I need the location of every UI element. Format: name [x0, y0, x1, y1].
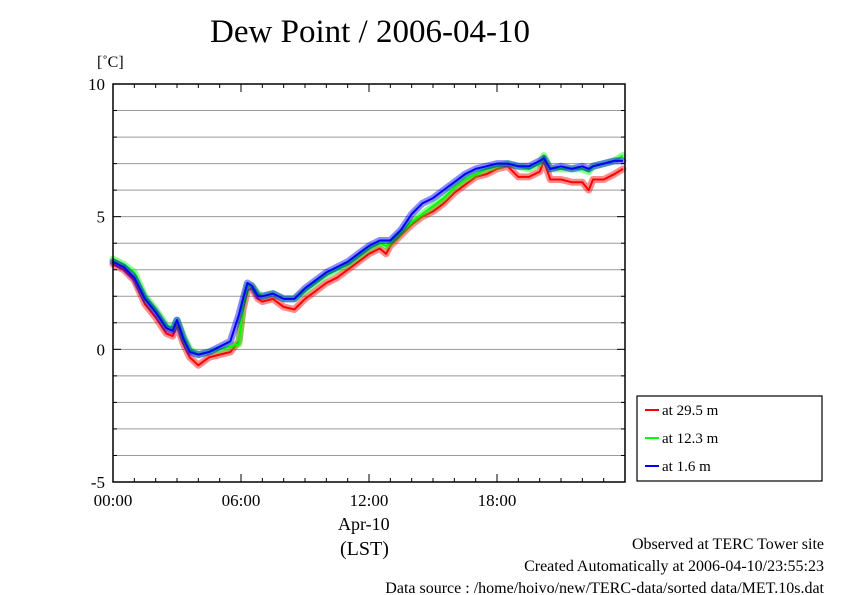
series-line-1: [112, 159, 624, 367]
legend-box: [636, 395, 823, 482]
y-axis-unit-label: [˚C]: [97, 54, 124, 71]
y-tick-label: 5: [97, 208, 106, 227]
plot-frame: [112, 83, 626, 483]
legend-label: at 29.5 m: [662, 403, 719, 419]
series-line-3: [112, 157, 623, 356]
x-tick-label: 06:00: [222, 491, 261, 510]
x-axis-timezone-label: (LST): [340, 538, 389, 560]
observation-site-note: Observed at TERC Tower site: [631, 536, 824, 553]
x-tick-label: 18:00: [478, 491, 517, 510]
x-axis-date-label: Apr-10: [338, 514, 390, 534]
y-tick-label: 10: [88, 75, 105, 94]
legend-label: at 1.6 m: [662, 459, 711, 475]
y-tick-label: -5: [91, 473, 105, 492]
x-tick-label: 12:00: [350, 491, 389, 510]
x-tick-label: 00:00: [94, 491, 133, 510]
creation-timestamp-note: Created Automatically at 2006-04-10/23:5…: [524, 558, 824, 575]
y-tick-label: 0: [97, 340, 106, 359]
legend-label: at 12.3 m: [662, 431, 719, 447]
series-band-1: [109, 157, 627, 369]
chart-title: Dew Point / 2006-04-10: [210, 14, 530, 50]
data-source-note: Data source : /home/hoivo/new/TERC-data/…: [385, 580, 824, 595]
